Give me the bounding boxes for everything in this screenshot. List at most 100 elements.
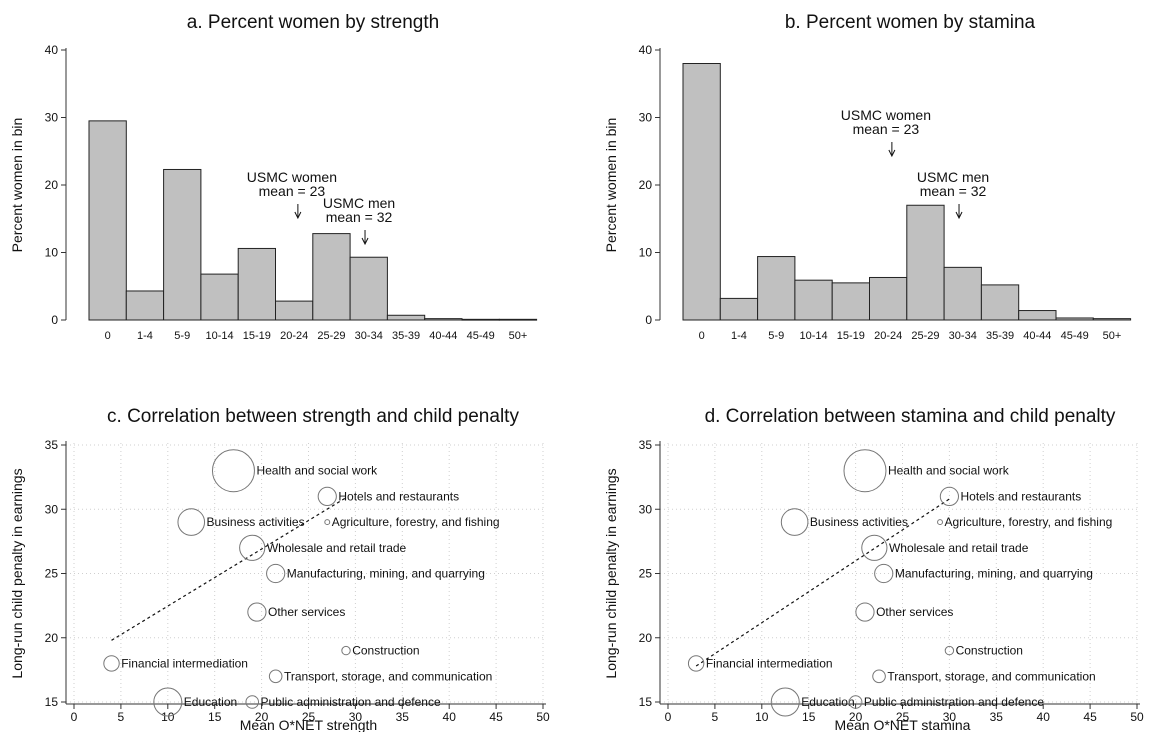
annotation-arrowhead [955, 211, 963, 220]
annotation-arrowhead [888, 149, 896, 158]
y-tick-label: 20 [639, 178, 653, 192]
annotation-label: USMC women [247, 169, 337, 185]
x-tick-label: 35-39 [986, 330, 1014, 342]
x-tick-label: 20-24 [280, 330, 308, 342]
scatter-point [239, 534, 266, 561]
y-axis-title: Percent women in bin [9, 118, 25, 253]
point-label: Wholesale and retail trade [889, 541, 1029, 555]
point-label: Business activities [810, 515, 908, 529]
x-tick-label: 45-49 [1061, 330, 1089, 342]
x-tick-label: 35-39 [392, 330, 420, 342]
y-tick-label: 10 [45, 246, 59, 260]
x-tick-label: 40 [1037, 710, 1051, 724]
bar [275, 300, 314, 321]
x-tick-label: 10-14 [205, 330, 233, 342]
x-tick-label: 20 [255, 710, 269, 724]
bar [386, 314, 426, 321]
x-tick-label: 0 [105, 330, 111, 342]
annotation-mean: mean = 32 [920, 183, 987, 199]
point-label: Other services [268, 605, 345, 619]
bar [906, 204, 945, 321]
x-tick-label: 45-49 [467, 330, 495, 342]
y-tick-label: 30 [45, 111, 59, 125]
y-tick-label: 35 [45, 438, 59, 452]
x-tick-label: 40-44 [429, 330, 457, 342]
x-tick-label: 15 [208, 710, 222, 724]
x-tick-label: 35 [990, 710, 1004, 724]
y-tick-label: 20 [45, 178, 59, 192]
x-tick-label: 20-24 [874, 330, 902, 342]
annotation-mean: mean = 23 [259, 183, 326, 199]
point-label: Manufacturing, mining, and quarrying [895, 567, 1093, 581]
annotation-arrowhead [361, 237, 369, 246]
y-tick-label: 10 [639, 246, 653, 260]
x-tick-label: 30 [943, 710, 957, 724]
y-tick-label: 25 [639, 567, 653, 581]
bar [88, 120, 127, 321]
x-tick-label: 50 [536, 710, 550, 724]
point-label: Transport, storage, and communication [887, 669, 1095, 683]
bar [461, 318, 500, 321]
scatter-point [247, 602, 267, 622]
x-tick-label: 5 [118, 710, 125, 724]
y-tick-label: 35 [639, 438, 653, 452]
y-axis-title: Long-run child penalty in earnings [9, 468, 25, 678]
scatter-point [780, 508, 809, 536]
fit-line [111, 497, 347, 641]
x-tick-label: 15-19 [837, 330, 865, 342]
scatter-point [687, 655, 705, 672]
scatter-point [317, 486, 337, 506]
y-axis-title: Long-run child penalty in earnings [603, 468, 619, 678]
bar [980, 284, 1020, 321]
x-tick-label: 25 [896, 710, 910, 724]
point-label: Business activities [207, 515, 305, 529]
scatter-point [266, 563, 286, 584]
x-tick-label: 40-44 [1023, 330, 1051, 342]
x-axis-title: Mean O*NET strength [240, 717, 377, 732]
x-tick-label: 50+ [509, 330, 528, 342]
scatter-point [177, 508, 206, 536]
bar [831, 282, 871, 321]
chart-title: b. Percent women by stamina [785, 12, 1036, 33]
bar [1018, 310, 1057, 321]
point-label: Education [801, 695, 854, 709]
x-tick-label: 45 [489, 710, 503, 724]
point-label: Manufacturing, mining, and quarrying [287, 567, 485, 581]
x-tick-label: 0 [699, 330, 705, 342]
bar [794, 279, 833, 321]
bar [424, 318, 463, 321]
x-tick-label: 5-9 [174, 330, 190, 342]
scatter-point [944, 645, 955, 656]
x-tick-label: 5 [712, 710, 719, 724]
x-tick-label: 45 [1083, 710, 1097, 724]
x-tick-label: 30 [349, 710, 363, 724]
x-tick-label: 1-4 [137, 330, 153, 342]
x-tick-label: 10 [161, 710, 175, 724]
x-tick-label: 30-34 [949, 330, 977, 342]
x-tick-label: 25-29 [317, 330, 345, 342]
annotation-label: USMC men [917, 169, 989, 185]
scatter-point [211, 449, 255, 493]
bar [349, 256, 388, 321]
x-tick-label: 35 [396, 710, 410, 724]
annotation-label: USMC men [323, 195, 395, 211]
bar [200, 273, 239, 321]
point-label: Hotels and restaurants [338, 489, 459, 503]
x-tick-label: 5-9 [768, 330, 784, 342]
bar [237, 247, 276, 321]
y-tick-label: 20 [639, 631, 653, 645]
x-tick-label: 20 [849, 710, 863, 724]
scatter-point [861, 534, 888, 561]
point-label: Hotels and restaurants [961, 489, 1082, 503]
y-tick-label: 0 [51, 313, 58, 327]
scatter-point [153, 687, 183, 717]
bar [1055, 317, 1094, 321]
point-label: Education [184, 695, 237, 709]
point-label: Financial intermediation [121, 656, 248, 670]
point-label: Construction [956, 644, 1023, 658]
y-tick-label: 40 [45, 43, 59, 57]
scatter-point [245, 695, 260, 709]
y-tick-label: 15 [45, 695, 59, 709]
fit-line [695, 498, 950, 667]
